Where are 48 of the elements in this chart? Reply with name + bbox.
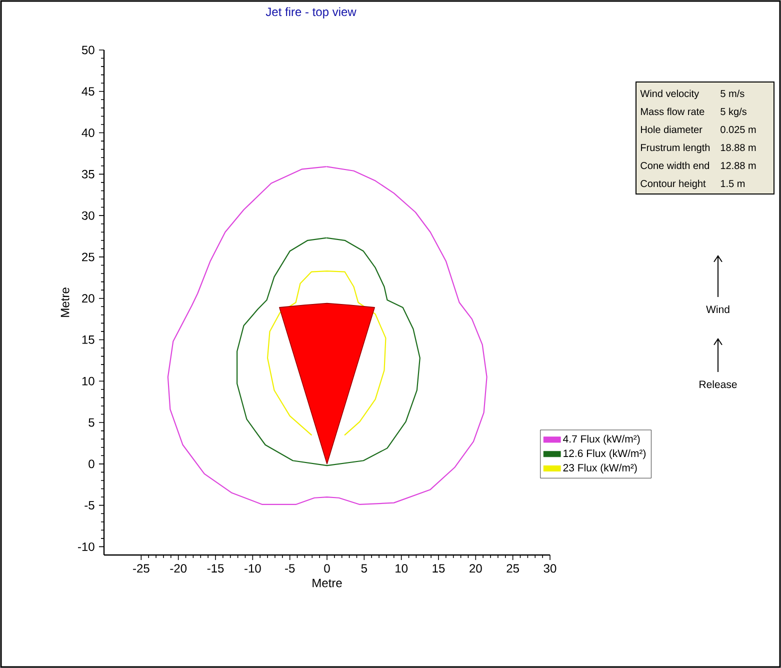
text: 5 m/s [720,90,744,98]
x-tick-label: -20 [170,564,187,573]
y-tick-label: 20 [82,294,94,303]
line-series [266,270,386,436]
y-tick-label: 10 [82,376,94,386]
line-series [167,166,488,506]
y-tick-label: 50 [82,46,94,54]
y-tick-label: 5 [88,418,94,427]
y-tick-label: 30 [82,211,94,220]
line-series [236,237,420,466]
x-tick-label: 30 [544,564,556,573]
y-axis-title: Metre [60,288,70,317]
text: Cone width end [640,162,710,170]
x-tick-label: -15 [207,564,224,573]
text: Contour height [640,180,706,190]
text: Release [700,380,737,388]
text: 18.88 m [720,144,756,152]
text: Frustrum length [641,144,710,154]
text: Hole diameter [641,126,702,134]
x-tick-label: 0 [324,564,330,573]
x-tick-label: 25 [506,564,520,573]
text: Wind velocity [640,90,700,100]
x-tick-label: -25 [133,564,150,573]
y-tick-label: 15 [82,336,94,344]
legend-label: 23 Flux (kW/m²) [563,464,637,474]
text: Wind [706,305,730,314]
chart-title: Jet fire - top view [266,7,356,18]
x-tick-label: 10 [396,564,408,573]
text: Mass flow rate [641,108,704,116]
legend-label: 12.6 Flux (kW/m²) [564,449,646,460]
x-axis-title: Metre [312,578,342,588]
y-tick-label: 45 [82,87,94,96]
legend-label: 4.7 Flux (kW/m²) [563,434,640,445]
text: 12.88 m [720,162,756,170]
y-tick-label: -5 [84,501,94,510]
text: 5 kg/s [720,108,747,118]
y-tick-label: 25 [82,252,94,262]
text: 0.025 m [720,126,756,134]
text: 1.5 m [720,180,745,188]
x-tick-label: -10 [244,564,261,573]
y-tick-label: 40 [82,128,94,138]
x-tick-label: 15 [432,564,445,573]
y-tick-label: -10 [78,542,94,551]
x-tick-label: -5 [285,564,295,573]
x-tick-label: 20 [470,564,482,573]
y-tick-label: 0 [88,460,94,468]
y-tick-label: 35 [82,170,94,178]
x-tick-label: 5 [361,564,368,573]
